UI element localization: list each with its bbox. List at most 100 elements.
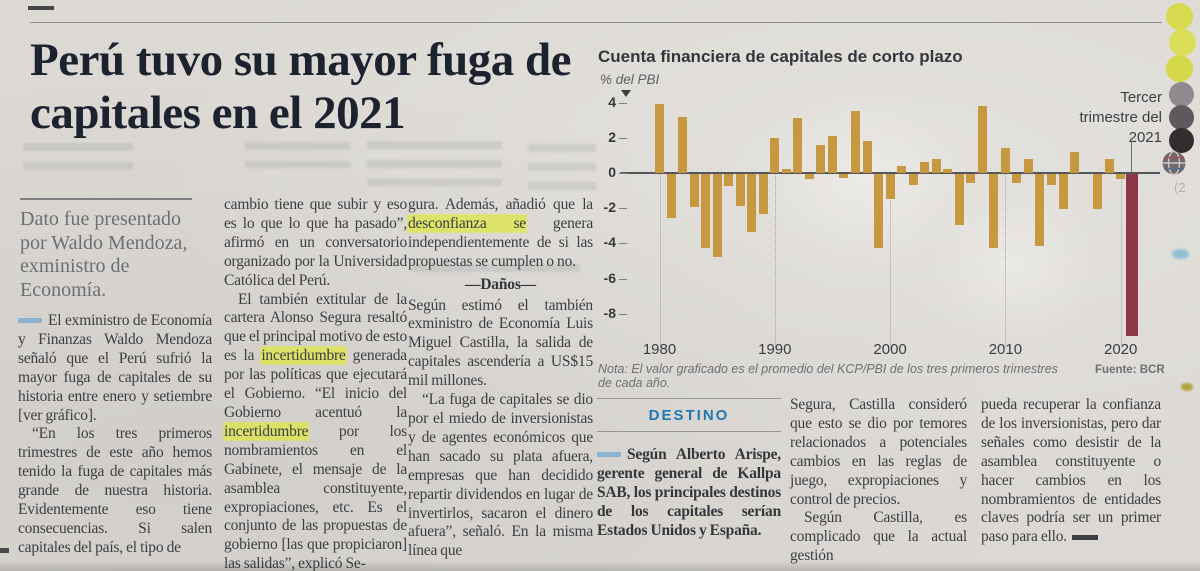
y-tick-label: -6 bbox=[603, 269, 616, 286]
scan-shadow bbox=[0, 561, 1200, 571]
chart-annotation: Tercer trimestre del 2021 bbox=[1079, 89, 1162, 146]
bleed-through-text bbox=[528, 144, 596, 192]
registration-dot-black bbox=[1169, 128, 1194, 153]
bar-2009 bbox=[989, 174, 999, 248]
paragraph: Segura, Castilla consideró que esto se d… bbox=[790, 396, 967, 508]
paragraph-lead-dash bbox=[597, 452, 621, 457]
bar-1992 bbox=[793, 118, 803, 173]
chart-zero-line bbox=[620, 172, 1160, 174]
bottom-column-3: pueda recuperar la confianza de los inve… bbox=[981, 396, 1161, 547]
article-end-mark bbox=[1071, 535, 1098, 541]
bar-2000 bbox=[885, 174, 895, 199]
paragraph: El exministro de Economía y Finanzas Wal… bbox=[18, 312, 212, 425]
registration-dot-yellow-1 bbox=[1166, 3, 1193, 30]
bottom-left-speck bbox=[0, 548, 9, 553]
bar-1990 bbox=[770, 137, 780, 173]
registration-dot-gray bbox=[1169, 82, 1194, 107]
bar-1986 bbox=[724, 174, 734, 187]
decade-gridline bbox=[1120, 174, 1122, 347]
bar-2013 bbox=[1035, 174, 1045, 247]
paper-sheen bbox=[755, 85, 975, 275]
bar-1993 bbox=[804, 174, 814, 180]
destino-paragraph: Según Alberto Arispe, gerente general de… bbox=[597, 446, 781, 541]
paragraph-text: por los nombramientos en el Gabinete, el… bbox=[224, 422, 407, 571]
bar-2008 bbox=[977, 106, 987, 173]
annotation-pointer-line bbox=[1131, 142, 1132, 172]
bar-2002 bbox=[908, 174, 918, 185]
paragraph-text: genera independientemente de si las prop… bbox=[408, 214, 593, 270]
destino-bottom-rule bbox=[597, 431, 781, 432]
chart-y-axis-label: % del PBI bbox=[600, 72, 660, 87]
decade-gridline bbox=[659, 174, 661, 347]
x-tick-label: 2000 bbox=[873, 341, 907, 358]
y-tick-label: -4 bbox=[603, 234, 616, 251]
y-tick-label: 2 bbox=[608, 128, 616, 145]
globe-icon bbox=[1162, 150, 1186, 176]
bar-2020 bbox=[1116, 174, 1126, 180]
highlighted-text: incertidumbre bbox=[224, 422, 309, 440]
paragraph-text: generada por las políticas que ejecutará… bbox=[224, 347, 407, 421]
paragraph: “La fuga de capitales se dio por el mied… bbox=[408, 391, 593, 560]
chart-source: Fuente: BCR bbox=[1095, 364, 1165, 376]
registration-dot-yellow-3 bbox=[1166, 55, 1193, 82]
paragraph: El también extitular de la cartera Alons… bbox=[224, 291, 407, 571]
paragraph-lead-dash bbox=[18, 318, 42, 323]
y-tick-label: -8 bbox=[603, 304, 616, 321]
bleed-through-text bbox=[412, 264, 580, 282]
edge-faint-mark: (2 bbox=[1174, 180, 1186, 195]
axis-marker-triangle-icon bbox=[621, 90, 631, 97]
paragraph: “En los tres primeros trimestres de este… bbox=[18, 425, 212, 556]
bar-2004 bbox=[931, 158, 941, 173]
bar-1981 bbox=[666, 174, 676, 218]
bottom-column-2: Segura, Castilla consideró que esto se d… bbox=[790, 396, 967, 566]
y-tick-mark bbox=[619, 137, 627, 139]
bar-1987 bbox=[735, 174, 745, 206]
bar-1995 bbox=[827, 136, 837, 173]
registration-dot-darkgray bbox=[1169, 105, 1194, 130]
paragraph-text: pueda recuperar la confianza de los inve… bbox=[981, 396, 1161, 546]
bar-1982 bbox=[678, 116, 688, 173]
paragraph-text: Según Alberto Arispe, gerente general de… bbox=[597, 446, 781, 539]
bar-1984 bbox=[701, 174, 711, 248]
destino-box: DESTINO Según Alberto Arispe, gerente ge… bbox=[597, 398, 781, 541]
paragraph: Según Castilla, es complicado que la act… bbox=[790, 509, 967, 565]
top-left-dash bbox=[28, 6, 54, 10]
paragraph-text: El también extitular de la cartera Alons… bbox=[224, 290, 407, 365]
bar-1996 bbox=[839, 174, 849, 178]
y-tick-label: -2 bbox=[603, 199, 616, 216]
bar-2001 bbox=[897, 165, 907, 173]
x-tick-label: 2020 bbox=[1104, 341, 1138, 358]
paragraph: cambio tiene que subir y eso es lo que l… bbox=[224, 196, 407, 289]
paragraph-text: gura. Además, añadió que la bbox=[408, 196, 593, 213]
bar-1997 bbox=[851, 111, 860, 173]
top-rule bbox=[30, 22, 1162, 23]
standfirst: Dato fue presentado por Waldo Mendoza, e… bbox=[20, 208, 188, 301]
ink-smudge-pink bbox=[1175, 318, 1189, 328]
registration-dot-yellow-2 bbox=[1169, 29, 1196, 56]
capital-flows-chart: Cuenta financiera de capitales de corto … bbox=[595, 45, 1170, 400]
bar-2006 bbox=[954, 174, 964, 226]
bar-2005 bbox=[943, 169, 953, 173]
bar-2014 bbox=[1047, 174, 1057, 185]
y-tick-label: 4 bbox=[608, 93, 616, 110]
y-tick-mark bbox=[619, 173, 627, 174]
section-subhead: —Daños— bbox=[465, 275, 536, 293]
body-column-1: El exministro de Economía y Finanzas Wal… bbox=[18, 312, 212, 558]
bar-2010 bbox=[1000, 148, 1010, 173]
paragraph: Según estimó el también exministro de Ec… bbox=[408, 296, 593, 390]
bar-1985 bbox=[712, 174, 722, 257]
bar-1989 bbox=[758, 174, 768, 215]
paragraph: pueda recuperar la confianza de los inve… bbox=[981, 396, 1161, 547]
bar-2016 bbox=[1070, 151, 1080, 173]
bar-1999 bbox=[874, 174, 884, 248]
destino-title: DESTINO bbox=[648, 407, 730, 424]
bar-1980 bbox=[655, 104, 664, 173]
y-tick-mark bbox=[619, 102, 627, 104]
x-tick-label: 2010 bbox=[988, 341, 1023, 358]
decade-gridline bbox=[890, 174, 892, 347]
bar-2018 bbox=[1093, 174, 1103, 210]
bar-2021 bbox=[1126, 174, 1139, 336]
bar-2015 bbox=[1058, 174, 1068, 210]
highlighted-text: desconfianza se bbox=[408, 214, 526, 232]
